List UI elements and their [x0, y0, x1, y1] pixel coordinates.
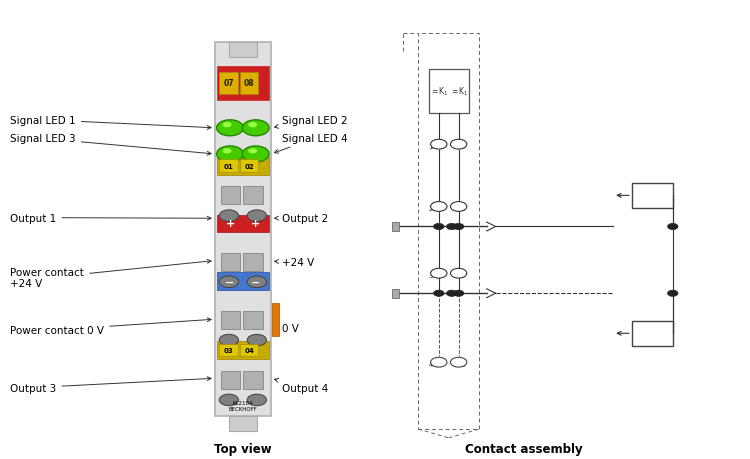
Circle shape — [451, 202, 466, 212]
Text: Power contact
+24 V: Power contact +24 V — [10, 260, 211, 289]
Circle shape — [433, 291, 444, 297]
Text: Top view: Top view — [214, 442, 272, 455]
Text: 1: 1 — [428, 144, 433, 150]
Bar — [217, 67, 268, 101]
Bar — [217, 273, 268, 291]
Text: Output 4: Output 4 — [274, 379, 328, 393]
Circle shape — [223, 149, 232, 154]
Circle shape — [451, 269, 466, 279]
Circle shape — [454, 224, 464, 230]
Text: 07: 07 — [224, 79, 234, 88]
Bar — [229, 43, 256, 58]
Bar — [244, 253, 263, 271]
Text: +24 V: +24 V — [274, 257, 314, 268]
Text: 2: 2 — [428, 206, 433, 212]
Text: 08: 08 — [244, 79, 254, 88]
Bar — [229, 416, 256, 431]
Circle shape — [248, 394, 266, 406]
Text: Signal LED 3: Signal LED 3 — [10, 134, 211, 156]
Bar — [215, 43, 271, 416]
Bar — [217, 215, 268, 233]
Text: Signal LED 1: Signal LED 1 — [10, 116, 211, 130]
Bar — [632, 184, 673, 208]
Circle shape — [248, 210, 266, 222]
Text: 0 V: 0 V — [274, 321, 298, 333]
Bar — [217, 157, 268, 175]
Circle shape — [446, 224, 457, 230]
Circle shape — [248, 123, 257, 128]
Text: 4: 4 — [428, 361, 433, 367]
Circle shape — [430, 269, 447, 279]
Circle shape — [248, 335, 266, 346]
Bar — [221, 311, 241, 329]
Bar — [392, 289, 399, 298]
Bar — [240, 344, 259, 356]
Bar — [272, 303, 279, 336]
Circle shape — [219, 335, 239, 346]
Bar — [220, 344, 238, 356]
Text: 03: 03 — [224, 347, 233, 353]
Circle shape — [668, 291, 678, 297]
Text: Output 2: Output 2 — [274, 213, 328, 223]
Text: 8: 8 — [460, 361, 464, 367]
Bar — [220, 73, 238, 95]
Text: 01: 01 — [224, 163, 233, 169]
Circle shape — [430, 358, 447, 367]
Text: 6: 6 — [460, 206, 464, 212]
Text: −: − — [251, 277, 260, 287]
Text: −: − — [225, 277, 235, 287]
Bar — [392, 223, 399, 231]
Circle shape — [451, 140, 466, 150]
Bar — [217, 341, 268, 359]
Circle shape — [219, 276, 239, 288]
Circle shape — [242, 146, 269, 162]
Text: Power contact 0 V: Power contact 0 V — [10, 318, 211, 335]
Circle shape — [430, 202, 447, 212]
Circle shape — [219, 394, 239, 406]
Bar — [221, 253, 241, 271]
Circle shape — [219, 210, 239, 222]
Bar — [240, 73, 259, 95]
Circle shape — [242, 121, 269, 136]
Bar — [240, 160, 259, 173]
Text: Contact assembly: Contact assembly — [465, 442, 583, 455]
Text: +: + — [251, 219, 260, 229]
Bar — [244, 311, 263, 329]
Circle shape — [248, 149, 257, 154]
Circle shape — [433, 224, 444, 230]
Circle shape — [217, 146, 244, 162]
Circle shape — [446, 291, 457, 297]
Circle shape — [430, 140, 447, 150]
Circle shape — [248, 276, 266, 288]
Circle shape — [454, 291, 464, 297]
Bar — [244, 187, 263, 205]
Circle shape — [223, 123, 232, 128]
Bar — [632, 321, 673, 346]
Text: Signal LED 4: Signal LED 4 — [274, 134, 347, 154]
Bar — [221, 187, 241, 205]
Text: $\mathsf{=\!K_1}$: $\mathsf{=\!K_1}$ — [449, 85, 468, 98]
Text: 3: 3 — [428, 272, 433, 279]
Circle shape — [217, 121, 244, 136]
Text: 5: 5 — [460, 144, 464, 150]
Bar — [419, 34, 479, 429]
Text: KL2184
BECKHOFF: KL2184 BECKHOFF — [229, 400, 257, 411]
Text: 7: 7 — [460, 272, 464, 279]
Text: Output 1: Output 1 — [10, 213, 211, 223]
Bar — [220, 160, 238, 173]
Text: Output 3: Output 3 — [10, 377, 211, 393]
Text: $\mathsf{=\!K_1}$: $\mathsf{=\!K_1}$ — [430, 85, 448, 98]
Text: 04: 04 — [244, 347, 254, 353]
Circle shape — [668, 224, 678, 230]
Text: Signal LED 2: Signal LED 2 — [274, 116, 347, 129]
Bar — [221, 371, 241, 389]
Text: +: + — [226, 219, 235, 229]
Circle shape — [451, 358, 466, 367]
Text: 02: 02 — [244, 163, 254, 169]
Bar — [244, 371, 263, 389]
Bar — [429, 69, 469, 114]
